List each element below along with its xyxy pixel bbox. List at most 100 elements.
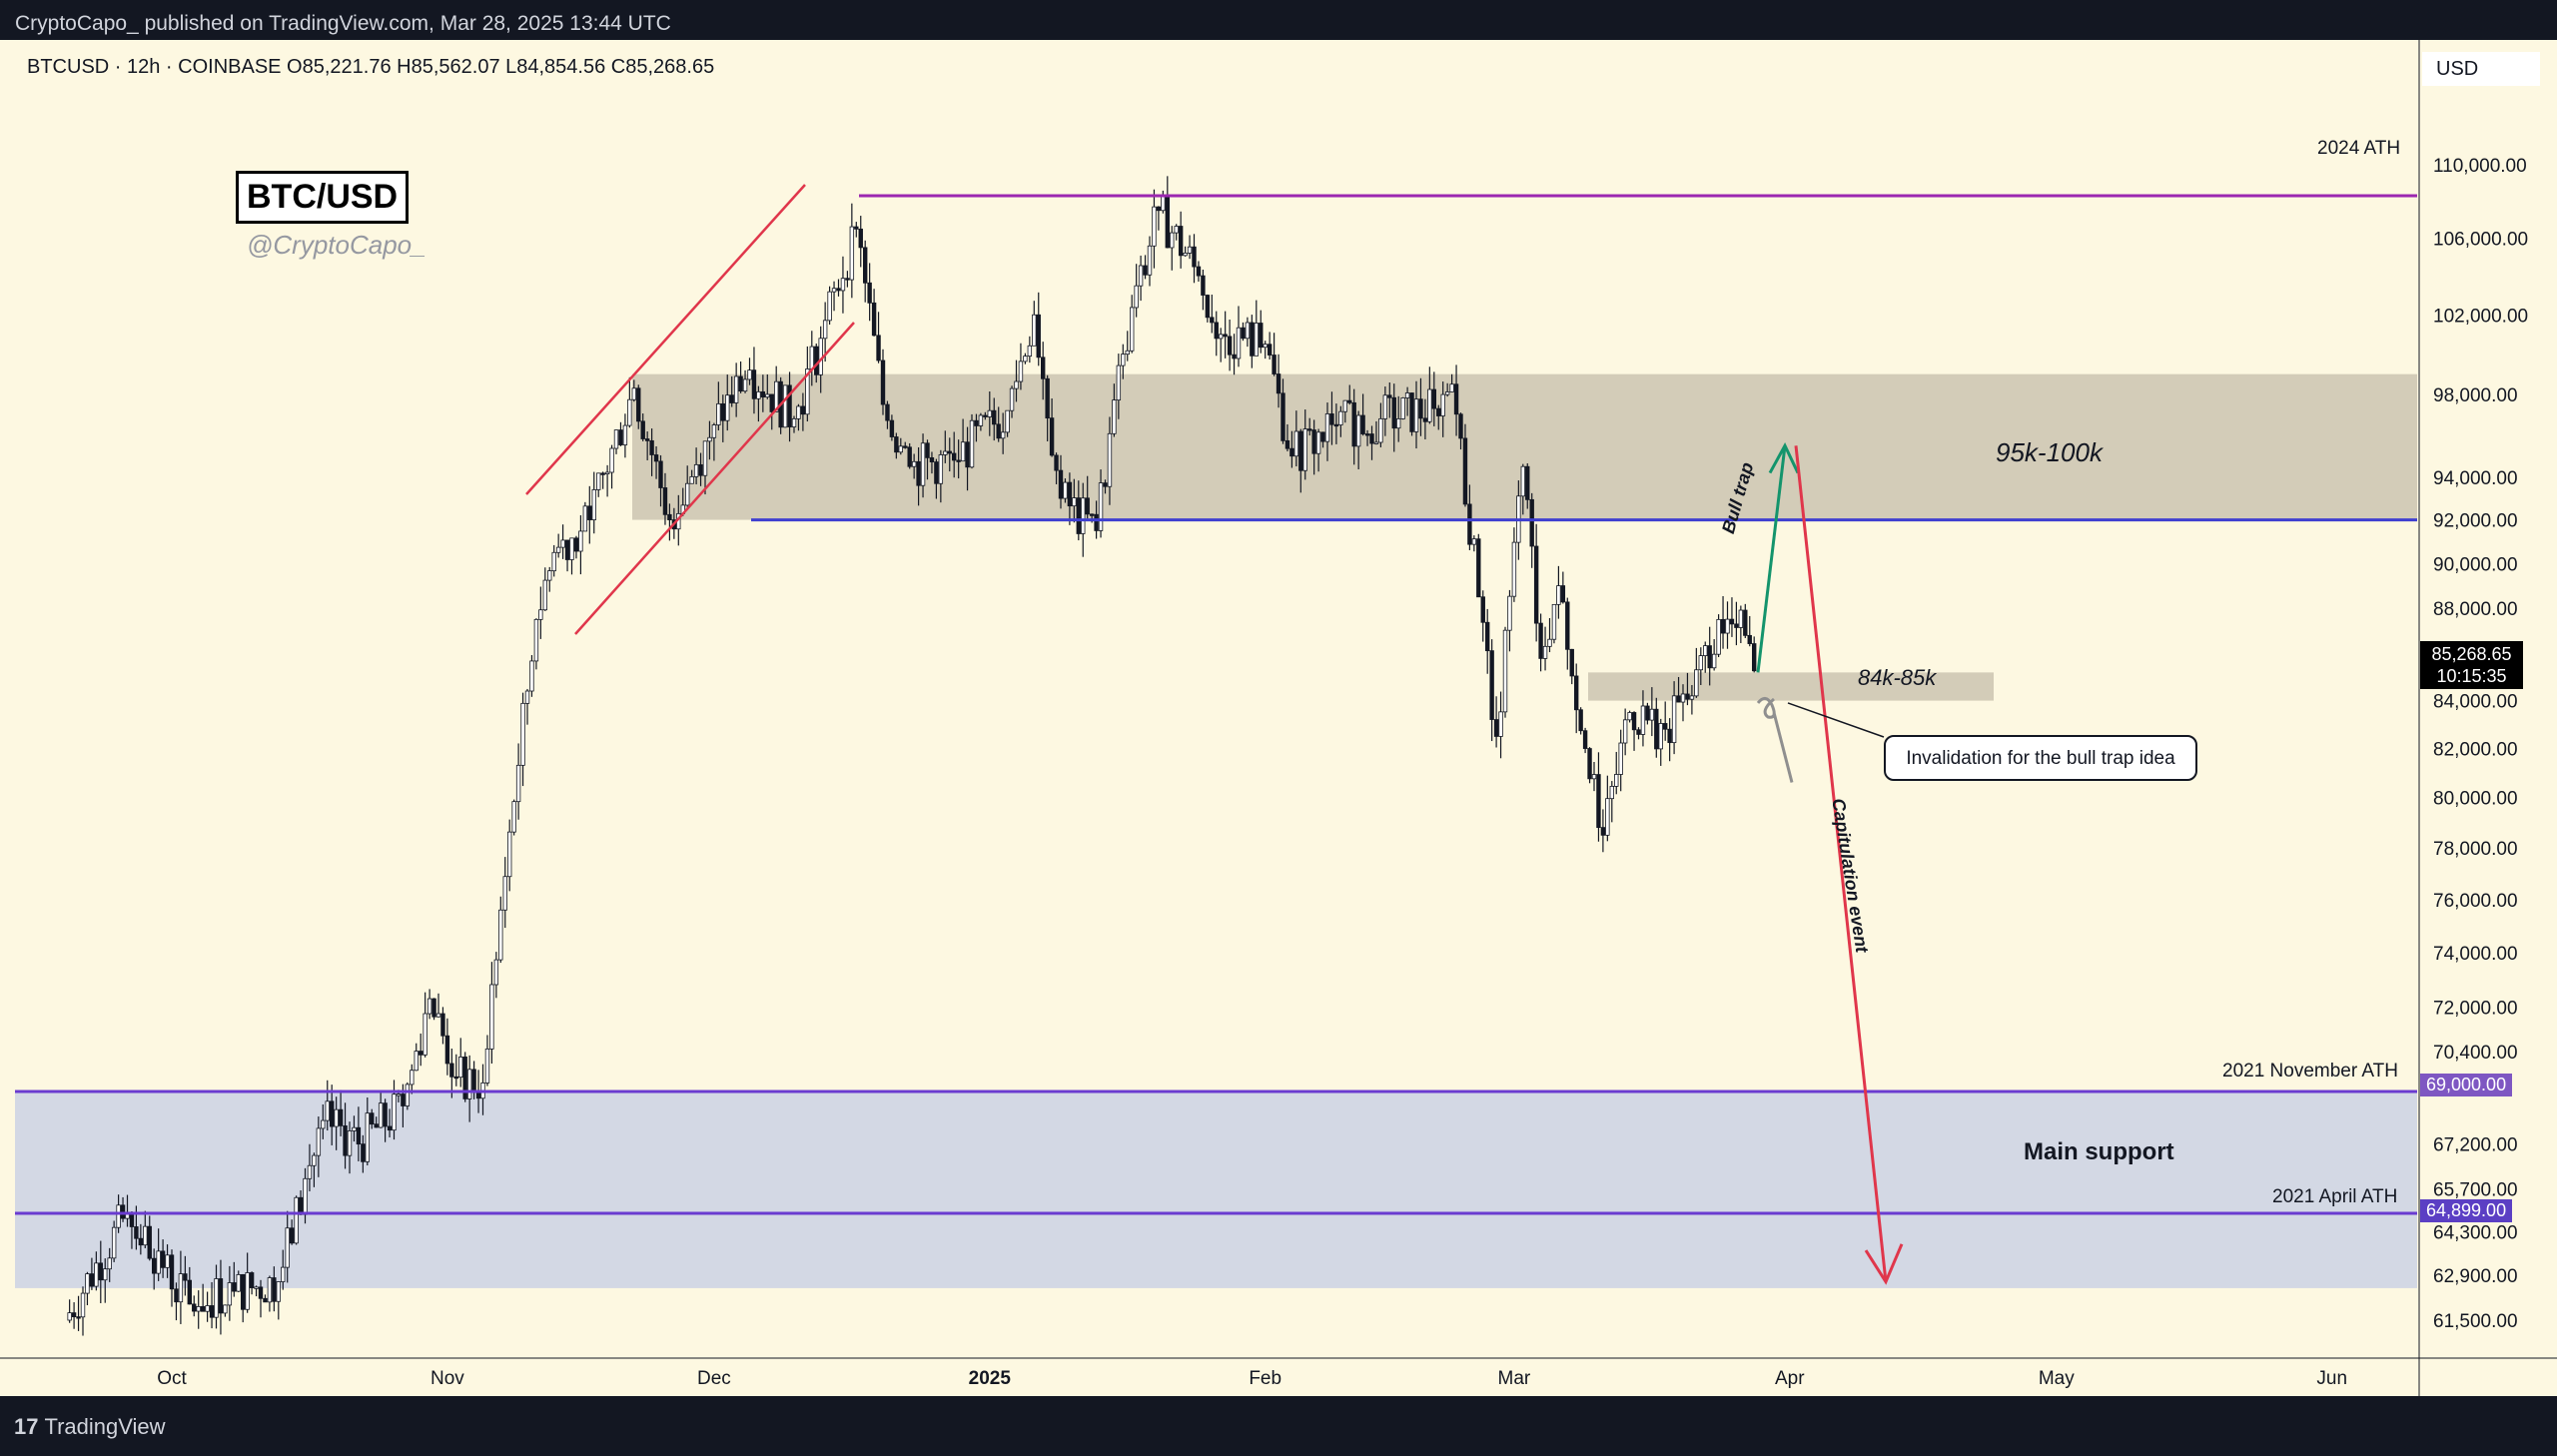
candle-down — [1663, 723, 1668, 730]
candle-down — [814, 346, 819, 375]
candle-down — [1058, 469, 1064, 499]
candle-down — [374, 1123, 379, 1128]
candle-down — [903, 445, 908, 448]
axes-layer: 110,000.00 106,000.00 102,000.00 98,000.00 9… — [0, 40, 2557, 1396]
candle-down — [1667, 728, 1672, 744]
candle-down — [1485, 621, 1490, 652]
candle-up — [1640, 705, 1646, 735]
candle-up — [1609, 785, 1614, 800]
candle-up — [178, 1273, 184, 1303]
candle-down — [1480, 596, 1485, 623]
candle-up — [1342, 399, 1347, 412]
chart-svg[interactable]: 110,000.00 106,000.00 102,000.00 98,000.00 9… — [0, 40, 2557, 1396]
candle-down — [1076, 497, 1081, 534]
time-tick-label: Oct — [157, 1368, 187, 1389]
candle-up — [591, 489, 596, 520]
candle-down — [431, 998, 436, 1018]
candle-down — [916, 460, 921, 486]
candle-up — [1219, 334, 1224, 340]
candle-up — [1698, 655, 1703, 671]
price-tick-label: 106,000.00 — [2433, 230, 2528, 251]
candle-down — [738, 375, 743, 392]
candle-down — [134, 1226, 139, 1239]
channel-lower-line — [574, 322, 855, 635]
candle-down — [1241, 327, 1246, 340]
chart-frame[interactable]: 110,000.00 106,000.00 102,000.00 98,000.00 9… — [0, 40, 2557, 1396]
candle-down — [338, 1108, 344, 1126]
currency-button[interactable]: USD — [2422, 52, 2540, 86]
candle-up — [1471, 538, 1477, 545]
bar-countdown: 10:15:35 — [2436, 666, 2507, 686]
candle-up — [1152, 206, 1157, 247]
candle-up — [435, 1013, 441, 1018]
candles-layer — [67, 176, 1757, 1336]
time-tick-label: Mar — [1498, 1368, 1531, 1389]
candle-up — [542, 579, 547, 611]
candle-up — [1618, 742, 1623, 775]
candle-up — [1112, 399, 1117, 434]
candle-down — [871, 302, 877, 337]
candle-up — [609, 447, 614, 473]
candle-up — [1014, 380, 1019, 389]
candle-up — [733, 375, 739, 403]
tradingview-logo-text: TradingView — [44, 1414, 166, 1439]
candle-up — [604, 471, 610, 475]
candle-up — [756, 390, 761, 399]
candle-down — [564, 539, 570, 560]
candle-down — [1085, 497, 1090, 515]
candle-up — [596, 472, 601, 490]
candle-down — [1272, 355, 1277, 374]
candle-up — [1138, 265, 1144, 287]
candle-down — [151, 1257, 157, 1274]
price-tick-label: 82,000.00 — [2433, 740, 2518, 761]
candle-down — [1422, 417, 1428, 422]
candle-down — [1707, 645, 1712, 669]
candle-down — [1320, 431, 1325, 442]
candle-up — [791, 417, 797, 427]
candle-up — [1413, 398, 1419, 432]
candle-down — [600, 472, 605, 475]
brand-title: BTC/USD — [236, 171, 410, 224]
price-tick-label: 110,000.00 — [2433, 156, 2527, 177]
candle-down — [471, 1069, 476, 1092]
candle-up — [1658, 723, 1663, 750]
candle-up — [506, 831, 512, 878]
candle-down — [1347, 399, 1352, 403]
invalidation-squiggle — [1756, 696, 1794, 783]
candle-down — [867, 282, 872, 304]
candle-down — [1329, 413, 1334, 425]
candle-up — [1130, 307, 1135, 352]
candle-down — [209, 1305, 215, 1318]
candle-up — [227, 1282, 233, 1306]
candle-down — [187, 1279, 192, 1305]
candle-down — [129, 1212, 135, 1227]
candle-down — [1565, 601, 1570, 650]
candle-down — [720, 402, 725, 421]
candle-down — [1333, 423, 1339, 427]
candle-up — [515, 764, 521, 803]
time-tick-label: Apr — [1775, 1368, 1805, 1389]
candle-up — [80, 1292, 86, 1318]
candle-down — [1205, 295, 1211, 319]
price-tick-label: 94,000.00 — [2433, 468, 2518, 489]
candle-up — [1027, 345, 1033, 358]
candle-down — [1103, 482, 1108, 487]
candle-up — [693, 463, 699, 477]
tradingview-logo[interactable]: 17 TradingView — [14, 1414, 166, 1440]
candle-down — [370, 1112, 375, 1125]
candle-up — [725, 394, 730, 421]
candle-up — [533, 618, 539, 662]
candle-down — [147, 1225, 152, 1259]
candle-up — [827, 291, 832, 322]
candle-up — [316, 1127, 322, 1156]
candle-down — [453, 1076, 458, 1080]
candle-up — [85, 1273, 90, 1294]
candle-down — [263, 1297, 268, 1303]
candle-up — [943, 450, 948, 455]
candle-up — [796, 405, 801, 419]
candle-up — [1174, 226, 1179, 234]
price-tick-label: 62,900.00 — [2433, 1266, 2518, 1287]
candle-up — [1689, 695, 1695, 700]
candle-up — [423, 1013, 427, 1056]
candle-up — [569, 537, 574, 560]
